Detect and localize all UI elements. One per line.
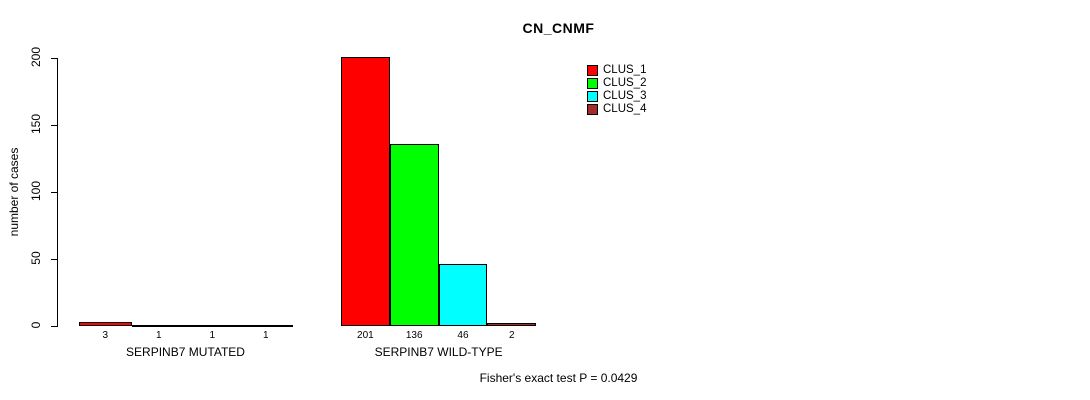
legend: CLUS_1 CLUS_2 CLUS_3 CLUS_4 <box>587 64 646 115</box>
bar <box>132 324 186 327</box>
bar-value-label: 2 <box>509 330 515 341</box>
legend-swatch <box>587 64 598 76</box>
y-tick <box>51 191 57 193</box>
y-tick-label: 200 <box>29 46 43 68</box>
bar <box>185 324 239 327</box>
bar <box>438 264 488 326</box>
legend-row: CLUS_4 <box>587 103 646 115</box>
group-label: SERPINB7 MUTATED <box>126 345 245 359</box>
bar <box>389 143 439 326</box>
y-axis-line <box>57 58 58 327</box>
legend-swatch <box>587 90 598 102</box>
y-tick <box>51 325 57 327</box>
y-tick-label: 50 <box>29 251 43 265</box>
fisher-note: Fisher's exact test P = 0.0429 <box>479 371 638 385</box>
legend-row: CLUS_2 <box>587 77 646 89</box>
y-tick-label: 100 <box>29 180 43 202</box>
bar-value-label: 201 <box>357 330 374 341</box>
y-tick-label: 0 <box>29 321 43 329</box>
bar-value-label: 1 <box>262 330 269 341</box>
legend-label: CLUS_2 <box>603 77 647 89</box>
bar <box>341 56 390 326</box>
group-label: SERPINB7 WILD-TYPE <box>374 345 503 359</box>
y-tick <box>51 57 57 59</box>
legend-label: CLUS_3 <box>603 90 647 102</box>
y-tick <box>51 124 57 126</box>
legend-row: CLUS_3 <box>587 90 646 102</box>
bar <box>239 324 293 327</box>
y-tick <box>51 258 57 260</box>
legend-label: CLUS_4 <box>603 103 647 115</box>
bar-value-label: 1 <box>155 330 162 341</box>
legend-row: CLUS_1 <box>587 64 646 76</box>
y-tick-label: 150 <box>29 113 43 135</box>
bar-value-label: 1 <box>209 330 216 341</box>
bar-value-label: 136 <box>405 330 423 341</box>
bar <box>78 321 132 326</box>
legend-swatch <box>587 77 598 89</box>
legend-label: CLUS_1 <box>603 64 647 76</box>
bar-value-label: 3 <box>102 330 109 341</box>
bar <box>487 323 537 326</box>
chart-title: CN_CNMF <box>522 20 595 36</box>
legend-swatch <box>587 103 598 115</box>
bar-value-label: 46 <box>457 330 469 341</box>
